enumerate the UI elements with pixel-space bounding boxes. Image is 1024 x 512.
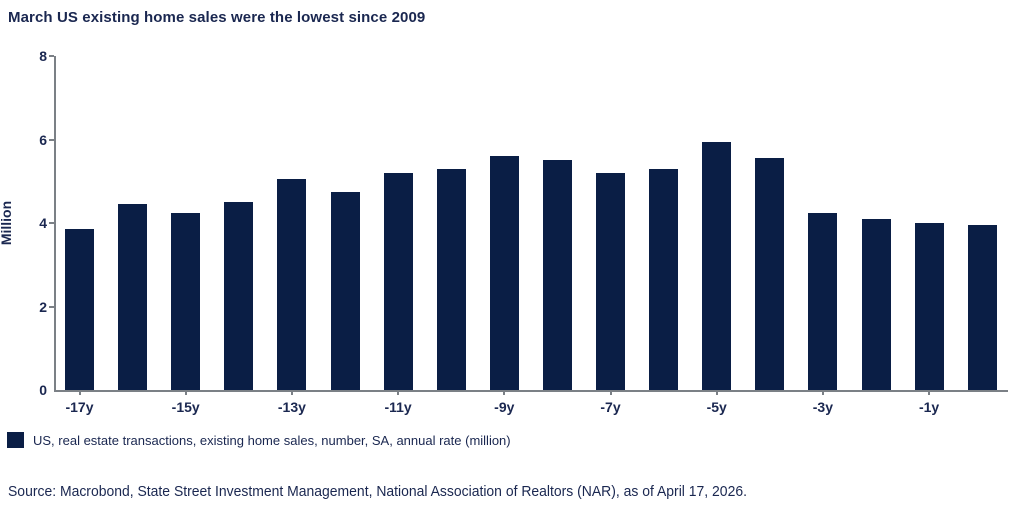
x-tick-label: -13y xyxy=(277,399,306,415)
legend-swatch xyxy=(7,432,24,448)
legend: US, real estate transactions, existing h… xyxy=(7,432,511,448)
bar--15y xyxy=(171,212,201,390)
bar--1y xyxy=(914,223,944,390)
bar--6y xyxy=(649,168,679,390)
bar--17y xyxy=(65,229,94,390)
y-tick-mark xyxy=(49,305,54,308)
x-tick-label: -1y xyxy=(918,399,940,415)
bar--5y xyxy=(702,141,732,390)
bar--7y xyxy=(596,172,625,390)
plot-area: 0 2 4 6 8 -17y -15y -13y -11y -9y -7y -5y -3y -1y xyxy=(39,49,1008,415)
legend-label: US, real estate transactions, existing h… xyxy=(33,432,511,448)
bar--9y xyxy=(489,156,519,390)
y-tick-label: 0 xyxy=(39,382,47,398)
y-tick-label: 8 xyxy=(39,48,47,64)
x-tick-label: -3y xyxy=(812,399,834,415)
x-tick-label: -11y xyxy=(384,399,412,415)
bar--2y xyxy=(861,218,891,390)
bar-0y xyxy=(967,225,997,390)
bar--10y xyxy=(436,168,466,390)
y-axis-label: Million xyxy=(0,200,14,246)
bar--4y xyxy=(755,158,785,390)
bar--11y xyxy=(383,172,413,390)
y-tick-label: 6 xyxy=(39,131,47,148)
x-tick-mark xyxy=(78,390,81,395)
bar--3y xyxy=(808,212,838,390)
y-tick-mark xyxy=(49,222,54,224)
x-tick-mark xyxy=(715,390,718,395)
x-tick-mark xyxy=(397,390,400,395)
x-tick-mark xyxy=(503,390,506,395)
y-tick-label: 4 xyxy=(39,215,47,231)
bar--13y xyxy=(277,179,307,390)
x-tick-mark xyxy=(184,390,187,395)
x-tick-label: -15y xyxy=(171,399,200,415)
y-tick-mark xyxy=(49,55,54,57)
x-tick-mark xyxy=(928,390,931,395)
bar--12y xyxy=(330,191,360,390)
x-tick-mark xyxy=(821,390,824,395)
bar--16y xyxy=(118,204,148,390)
x-tick-mark xyxy=(290,390,293,395)
x-tick-mark xyxy=(609,390,612,395)
x-tick-label: -9y xyxy=(494,399,515,415)
x-tick-label: -5y xyxy=(706,399,727,415)
bar--14y xyxy=(224,202,254,390)
bar--8y xyxy=(542,160,572,390)
x-tick-label: -17y xyxy=(65,399,94,415)
y-tick-mark xyxy=(49,138,54,141)
x-tick-label: -7y xyxy=(600,399,621,415)
source-text: Source: Macrobond, State Street Investme… xyxy=(8,483,747,500)
chart-title: March US existing home sales were the lo… xyxy=(8,9,426,26)
y-tick-label: 2 xyxy=(39,298,47,315)
